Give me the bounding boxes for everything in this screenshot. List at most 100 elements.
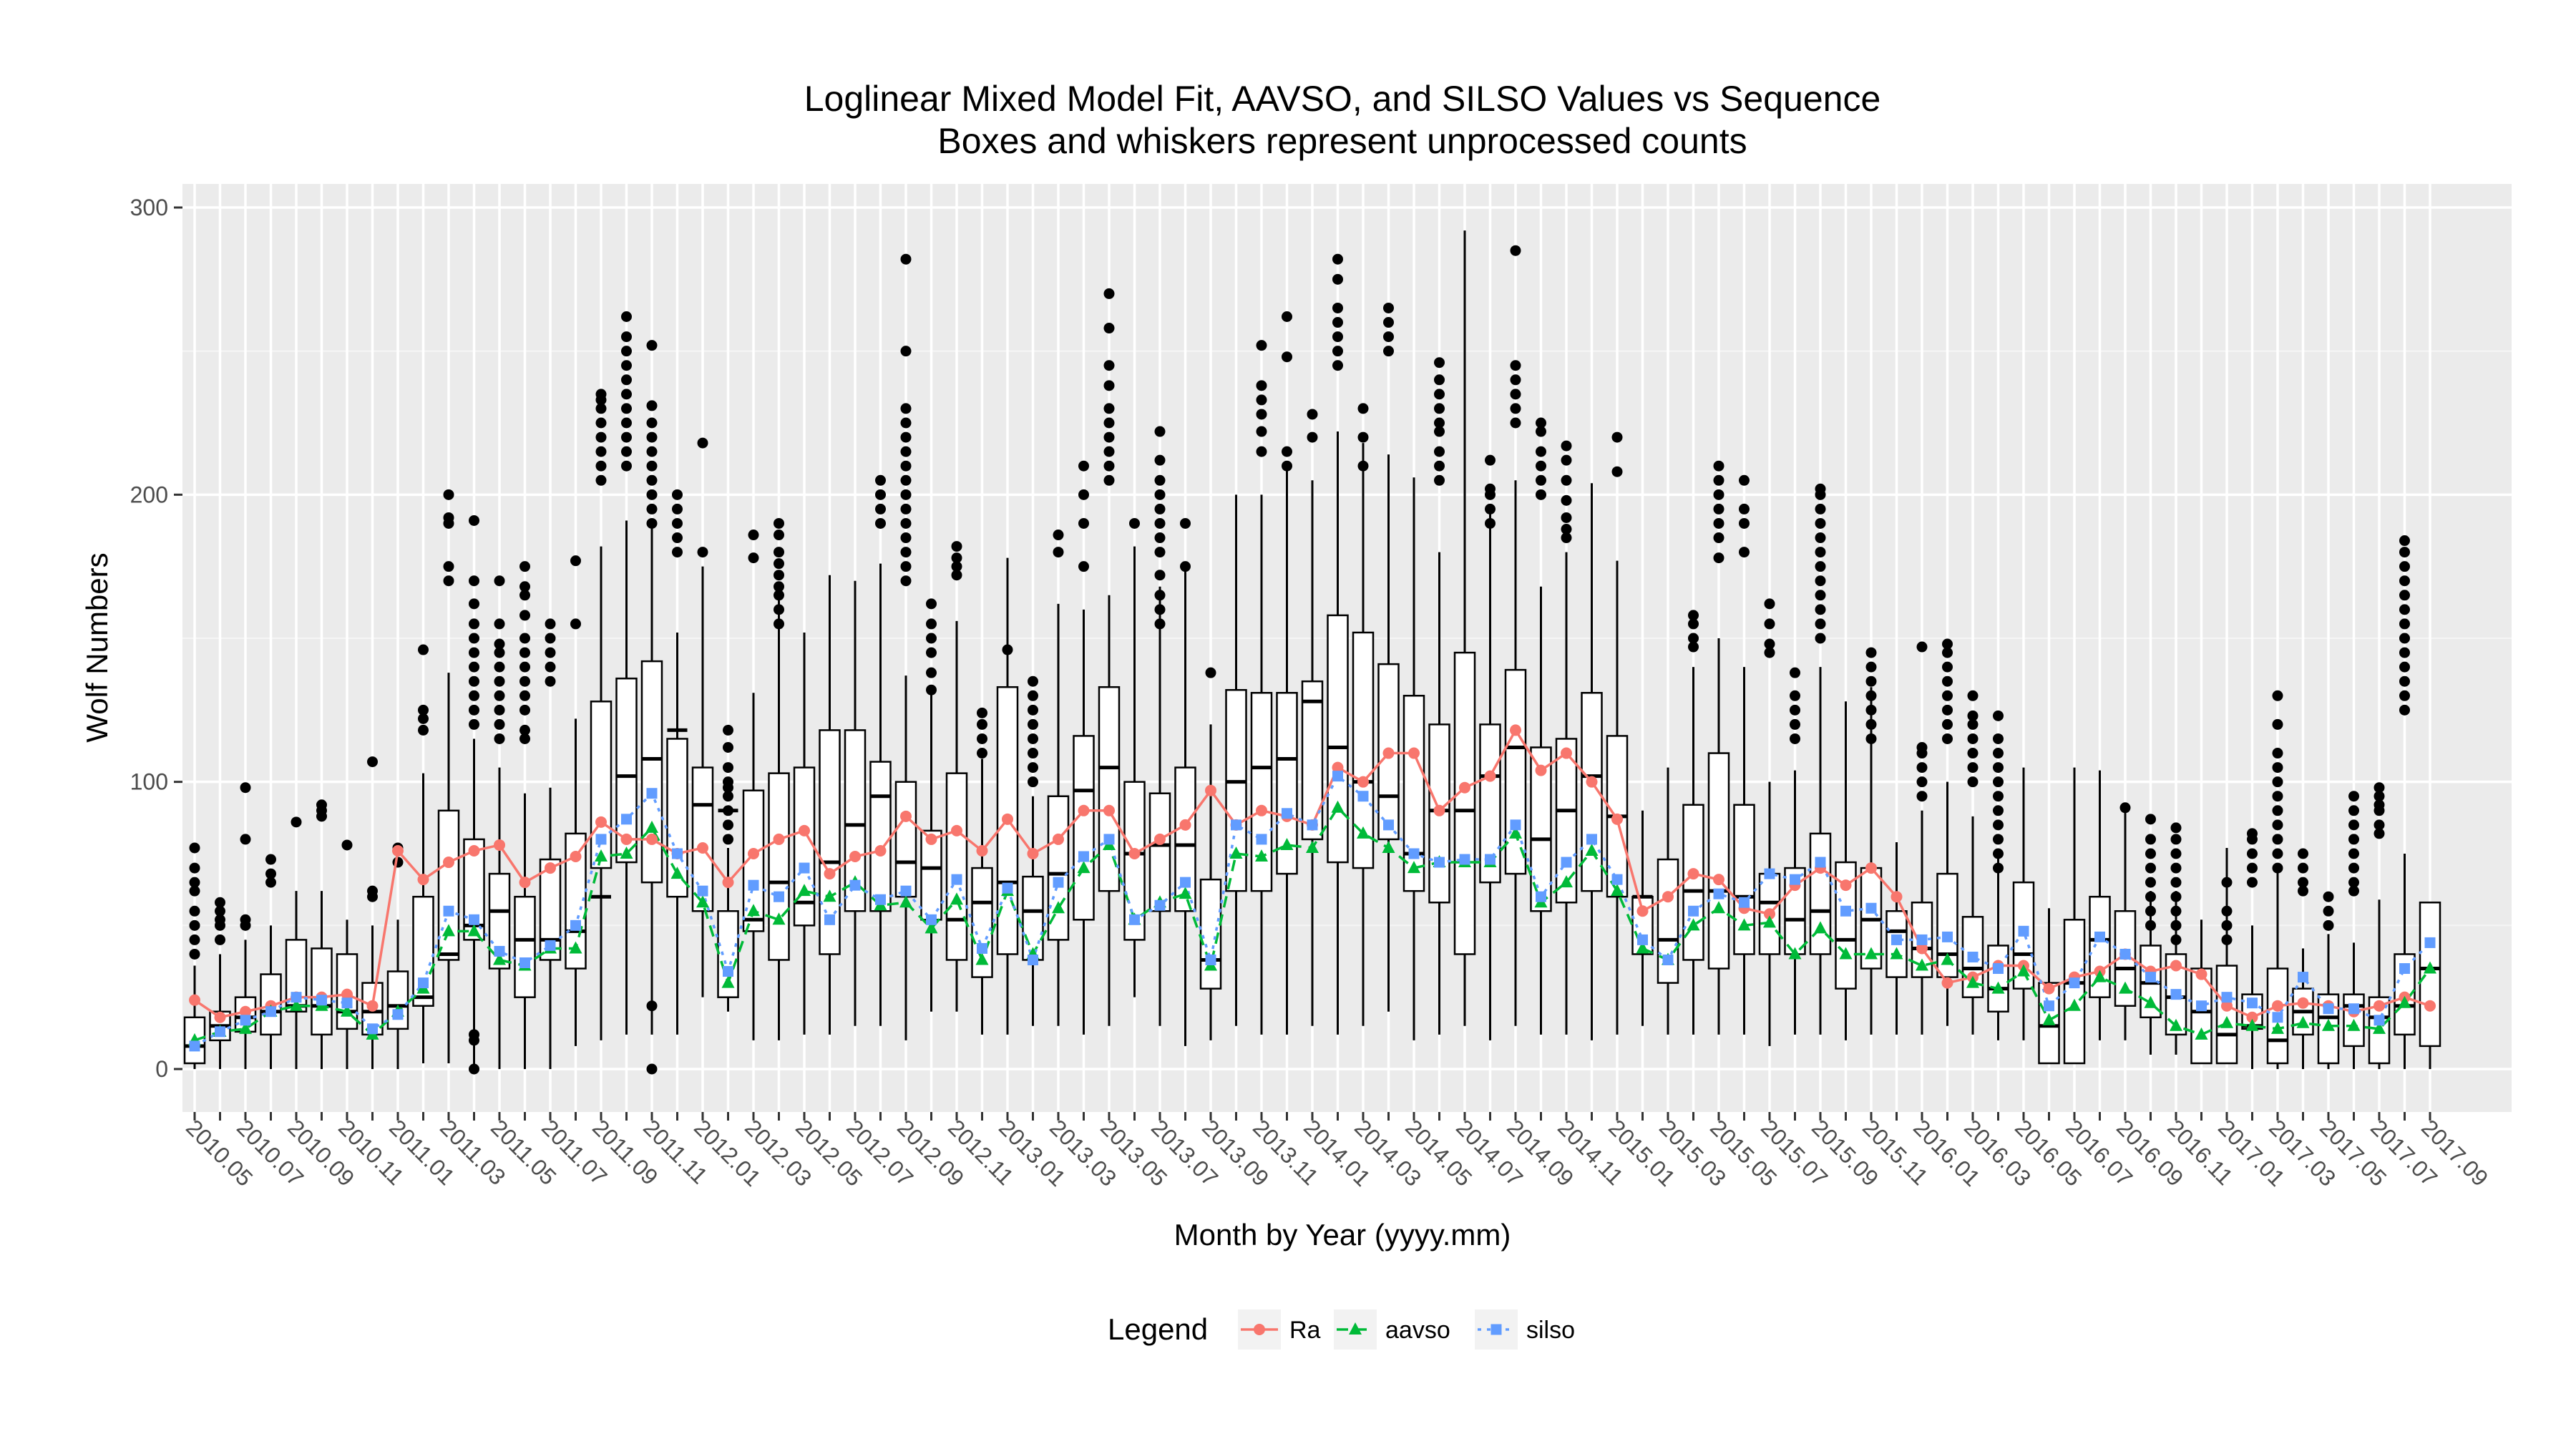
outlier-point: [1154, 454, 1166, 466]
box: [1047, 795, 1070, 941]
outlier-point: [1688, 641, 1699, 653]
outlier-point: [570, 618, 581, 630]
outlier-point: [418, 704, 429, 716]
outlier-point: [1383, 331, 1394, 343]
outlier-point: [926, 618, 937, 630]
outlier-point: [646, 474, 658, 486]
point-silso: [1408, 848, 1420, 859]
outlier-point: [1332, 253, 1343, 265]
outlier-point: [1332, 331, 1343, 343]
boxplot-2015.08: [1784, 667, 1806, 1035]
outlier-point: [1536, 489, 1546, 500]
outlier-point: [1485, 454, 1496, 466]
series-line-silso: [194, 774, 2431, 1048]
point-aavso: [2424, 961, 2436, 974]
boxplot-2016.03: [1961, 690, 1984, 1035]
outlier-point: [1713, 489, 1724, 500]
outlier-point: [621, 446, 632, 457]
outlier-point: [1942, 638, 1953, 650]
outlier-point: [2272, 805, 2283, 816]
outlier-point: [1180, 517, 1191, 529]
outlier-point: [545, 675, 556, 687]
outlier-point: [2221, 877, 2233, 888]
outlier-point: [2145, 891, 2156, 902]
point-aavso: [975, 952, 989, 965]
point-silso: [1053, 877, 1064, 888]
outlier-point: [1103, 360, 1115, 371]
point-Ra: [1053, 833, 1064, 845]
point-silso: [1586, 834, 1597, 845]
outlier-point: [1256, 409, 1267, 420]
point-silso: [1739, 897, 1750, 908]
outlier-point: [1916, 776, 1928, 788]
outlier-point: [621, 417, 632, 429]
outlier-point: [215, 905, 225, 917]
outlier-point: [1383, 346, 1394, 357]
outlier-point: [1103, 323, 1115, 334]
outlier-point: [1332, 317, 1343, 328]
point-Ra: [1357, 776, 1369, 788]
point-silso: [2196, 1000, 2207, 1012]
point-silso: [2247, 997, 2258, 1009]
outlier-point: [1993, 791, 2004, 802]
point-silso: [2272, 1012, 2283, 1023]
outlier-point: [494, 638, 505, 650]
outlier-point: [570, 555, 581, 567]
outlier-point: [900, 431, 912, 443]
point-silso: [1815, 857, 1826, 868]
point-aavso: [950, 892, 963, 905]
point-Ra: [1662, 891, 1674, 903]
outlier-point: [1815, 575, 1826, 587]
point-silso: [1129, 914, 1140, 925]
x-axis-title: Month by Year (yyyy.mm): [1174, 1218, 1511, 1252]
outlier-point: [977, 718, 987, 730]
outlier-point: [1967, 718, 1979, 730]
y-tick-label: 100: [130, 769, 168, 795]
outlier-point: [1028, 776, 1038, 788]
box: [945, 772, 968, 961]
outlier-point: [621, 460, 632, 472]
outlier-point: [2145, 877, 2156, 888]
outlier-point: [545, 618, 556, 630]
outlier-point: [672, 503, 683, 514]
outlier-point: [2272, 718, 2283, 730]
outlier-point: [1434, 460, 1445, 472]
outlier-point: [1028, 748, 1038, 759]
boxplot-2011.02: [412, 644, 434, 1063]
legend-key-marker: [1349, 1322, 1362, 1335]
outlier-point: [1434, 426, 1445, 437]
point-Ra: [1103, 804, 1115, 816]
point-aavso: [1788, 947, 1802, 960]
outlier-point: [1154, 517, 1166, 529]
box: [615, 677, 638, 864]
outlier-point: [1357, 431, 1369, 443]
point-silso: [443, 905, 454, 917]
outlier-point: [189, 885, 200, 897]
boxplot-2012.08: [869, 474, 892, 1026]
point-silso: [494, 945, 505, 957]
boxplot-2014.07: [1453, 230, 1476, 1026]
outlier-point: [646, 1063, 658, 1075]
point-silso: [1611, 874, 1623, 885]
outlier-point: [646, 517, 658, 529]
boxplot-2012.04: [768, 517, 790, 1040]
point-aavso: [442, 924, 455, 937]
outlier-point: [2170, 891, 2182, 902]
outlier-point: [1561, 512, 1572, 523]
outlier-point: [1993, 733, 2004, 744]
outlier-point: [519, 647, 530, 658]
chart-subtitle: Boxes and whiskers represent unprocessed…: [937, 121, 1747, 161]
boxplot-2013.10: [1225, 494, 1247, 1026]
point-silso: [2145, 972, 2156, 983]
point-aavso: [493, 952, 506, 965]
outlier-point: [1510, 403, 1521, 414]
outlier-point: [1485, 483, 1496, 494]
outlier-point: [189, 919, 200, 931]
outlier-point: [1510, 389, 1521, 400]
outlier-point: [2272, 762, 2283, 774]
point-aavso: [620, 847, 633, 859]
outlier-point: [1332, 360, 1343, 371]
outlier-point: [1688, 618, 1699, 630]
outlier-point: [1053, 530, 1064, 541]
outlier-point: [1916, 641, 1928, 653]
